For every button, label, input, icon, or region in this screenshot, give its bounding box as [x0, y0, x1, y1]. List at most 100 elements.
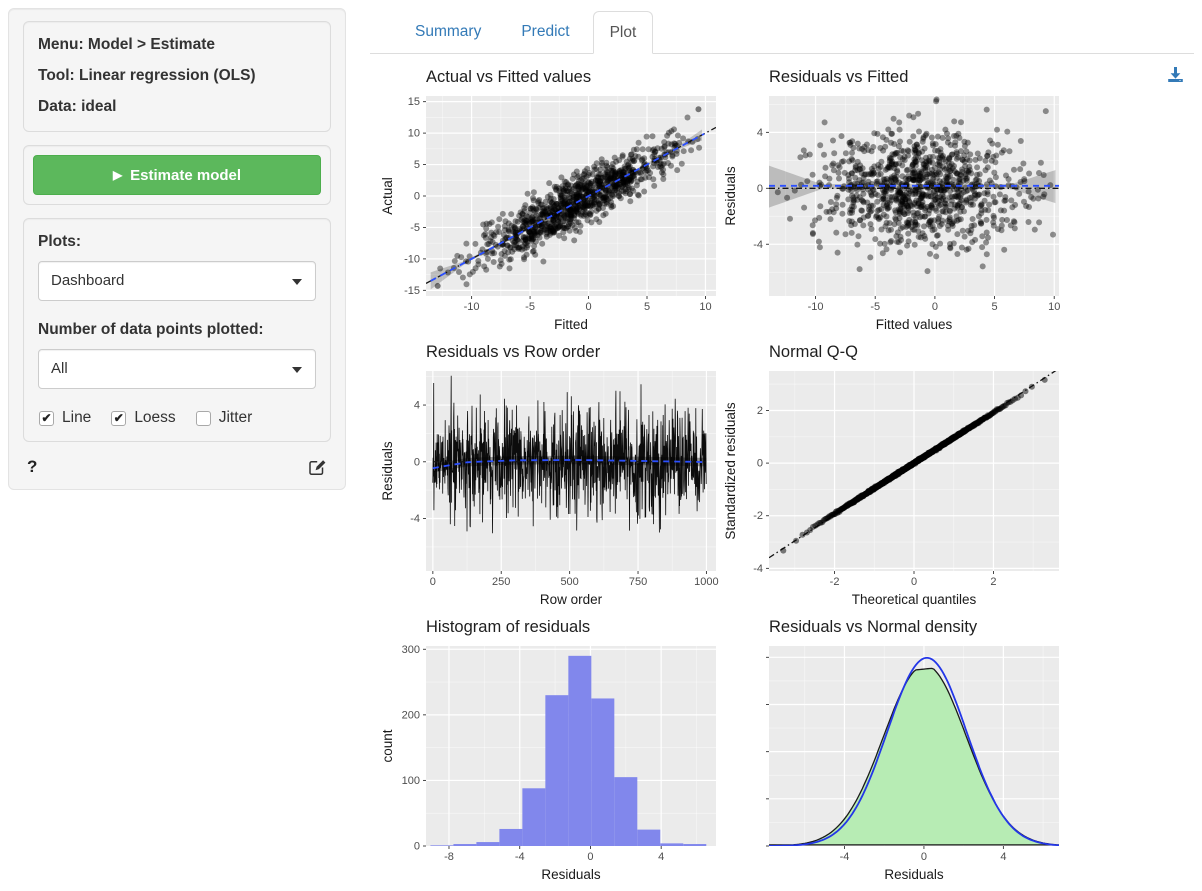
svg-text:4: 4 — [757, 127, 763, 139]
svg-text:0: 0 — [932, 301, 938, 313]
svg-text:Residuals: Residuals — [884, 867, 944, 882]
svg-text:-5: -5 — [525, 301, 535, 313]
chart-canvas: -10 -5 0 5 10 -15 -10 -5 0 5 10 15 Fitted Actual — [380, 96, 716, 332]
estimate-panel: ▶ Estimate model — [23, 145, 331, 205]
svg-text:1000: 1000 — [694, 576, 718, 588]
npoints-label: Number of data points plotted: — [38, 321, 264, 338]
svg-text:4: 4 — [1000, 851, 1006, 863]
plot-type-selected-value: Dashboard — [51, 272, 125, 289]
tabbar: Summary Predict Plot — [370, 0, 1194, 54]
checkbox-loess-label: Loess — [134, 409, 176, 426]
checkbox-jitter-box — [195, 410, 211, 426]
chart-residuals-vs-fitted: Residuals vs Fitted -10 -5 0 5 10 -4 0 4 Fitted … — [723, 66, 1063, 341]
svg-text:0: 0 — [757, 458, 763, 470]
data-points-selected-value: All — [51, 360, 68, 377]
plots-grid: Actual vs Fitted values -10 -5 0 5 10 -15 -10 -… — [380, 66, 1194, 891]
svg-text:10: 10 — [699, 301, 711, 313]
svg-text:0: 0 — [430, 576, 436, 588]
plot-type-select[interactable]: Dashboard — [38, 261, 316, 301]
chart-normal-qq: Normal Q-Q -2 0 2 -4 -2 0 2 Theoretical quantil… — [723, 341, 1063, 616]
svg-text:-8: -8 — [444, 851, 454, 863]
tab-summary[interactable]: Summary — [415, 23, 482, 40]
chart-residuals-vs-normal-density: Residuals vs Normal density -4 0 4 Residual… — [723, 616, 1063, 891]
chart-title: Normal Q-Q — [769, 343, 858, 361]
estimate-model-button[interactable]: ▶ Estimate model — [33, 155, 321, 195]
model-info-panel: Menu: Model > Estimate Tool: Linear regr… — [23, 21, 331, 132]
svg-text:2: 2 — [757, 405, 763, 417]
svg-text:Residuals: Residuals — [723, 166, 738, 226]
chart-canvas: -4 0 4 Residuals — [766, 646, 1059, 882]
chevron-down-icon — [292, 279, 302, 285]
data-points-select[interactable]: All — [38, 349, 316, 389]
svg-text:-15: -15 — [404, 285, 420, 297]
svg-text:5: 5 — [414, 159, 420, 171]
svg-text:-4: -4 — [753, 239, 763, 251]
svg-text:-5: -5 — [870, 301, 880, 313]
chart-canvas: -8 -4 0 4 0 100 200 300 Residuals count — [380, 644, 716, 882]
chart-title: Residuals vs Fitted — [769, 68, 909, 86]
svg-text:-2: -2 — [830, 576, 840, 588]
plot-options-panel: Plots: Dashboard Number of data points p… — [23, 218, 331, 442]
svg-text:0: 0 — [414, 456, 420, 468]
svg-text:4: 4 — [658, 851, 664, 863]
svg-text:count: count — [380, 729, 395, 762]
svg-text:5: 5 — [991, 301, 997, 313]
checkbox-jitter[interactable]: Jitter — [195, 409, 253, 427]
chart-canvas: -10 -5 0 5 10 -4 0 4 Fitted values Residuals — [723, 96, 1060, 332]
chart-canvas: -2 0 2 -4 -2 0 2 Theoretical quantiles Standardi… — [723, 371, 1059, 607]
svg-text:-10: -10 — [808, 301, 824, 313]
svg-text:-4: -4 — [753, 563, 763, 575]
chart-histogram-residuals: Histogram of residuals -8 -4 0 4 0 100 200 300 R… — [380, 616, 720, 891]
main-area: Summary Predict Plot Actual vs Fitted va… — [370, 0, 1194, 891]
checkbox-loess-box: ✔ — [111, 410, 127, 426]
menu-info: Menu: Model > Estimate — [38, 36, 215, 53]
chevron-down-icon — [292, 367, 302, 373]
svg-text:Fitted: Fitted — [554, 317, 588, 332]
chart-title: Actual vs Fitted values — [426, 68, 592, 86]
svg-text:Residuals: Residuals — [380, 441, 395, 501]
svg-text:15: 15 — [408, 96, 420, 108]
svg-text:-4: -4 — [410, 513, 420, 525]
chart-title: Histogram of residuals — [426, 618, 591, 636]
svg-text:750: 750 — [629, 576, 647, 588]
data-info: Data: ideal — [38, 98, 117, 115]
svg-text:100: 100 — [402, 775, 420, 787]
svg-text:-4: -4 — [840, 851, 850, 863]
download-icon[interactable] — [1167, 66, 1184, 88]
checkbox-jitter-label: Jitter — [218, 409, 253, 426]
chart-canvas: 0 250 500 750 1000 -4 0 4 Row order Residuals — [380, 371, 719, 607]
chart-title: Residuals vs Row order — [426, 343, 601, 361]
help-button[interactable]: ? — [27, 457, 38, 476]
svg-text:0: 0 — [414, 191, 420, 203]
svg-text:Row order: Row order — [540, 592, 603, 607]
svg-text:Standardized residuals: Standardized residuals — [723, 402, 738, 540]
sidebar-footer: ? — [23, 455, 331, 483]
svg-text:-4: -4 — [515, 851, 525, 863]
svg-text:0: 0 — [414, 841, 420, 853]
chart-residuals-vs-row-order: Residuals vs Row order 0 250 500 750 1000 -4 0… — [380, 341, 720, 616]
tab-plot[interactable]: Plot — [592, 11, 654, 54]
checkbox-line[interactable]: ✔ Line — [39, 409, 91, 427]
checkbox-line-box: ✔ — [39, 410, 54, 426]
svg-text:Actual: Actual — [380, 177, 395, 215]
plot-option-checkboxes: ✔ Line ✔ Loess Jitter — [39, 409, 316, 427]
checkbox-loess[interactable]: ✔ Loess — [111, 409, 176, 427]
svg-text:Fitted values: Fitted values — [876, 317, 953, 332]
sidebar: Menu: Model > Estimate Tool: Linear regr… — [8, 8, 346, 490]
chart-actual-vs-fitted: Actual vs Fitted values -10 -5 0 5 10 -15 -10-… — [380, 66, 720, 341]
svg-text:0: 0 — [911, 576, 917, 588]
svg-text:5: 5 — [644, 301, 650, 313]
tab-predict[interactable]: Predict — [521, 23, 570, 40]
svg-text:-2: -2 — [753, 510, 763, 522]
svg-text:200: 200 — [402, 709, 420, 721]
svg-text:500: 500 — [560, 576, 578, 588]
chart-title: Residuals vs Normal density — [769, 618, 978, 636]
svg-text:0: 0 — [921, 851, 927, 863]
checkbox-line-label: Line — [62, 409, 92, 426]
svg-text:250: 250 — [492, 576, 510, 588]
svg-text:0: 0 — [585, 301, 591, 313]
svg-text:Residuals: Residuals — [541, 867, 601, 882]
svg-text:-10: -10 — [404, 253, 420, 265]
svg-text:2: 2 — [990, 576, 996, 588]
edit-code-icon[interactable] — [308, 458, 327, 477]
